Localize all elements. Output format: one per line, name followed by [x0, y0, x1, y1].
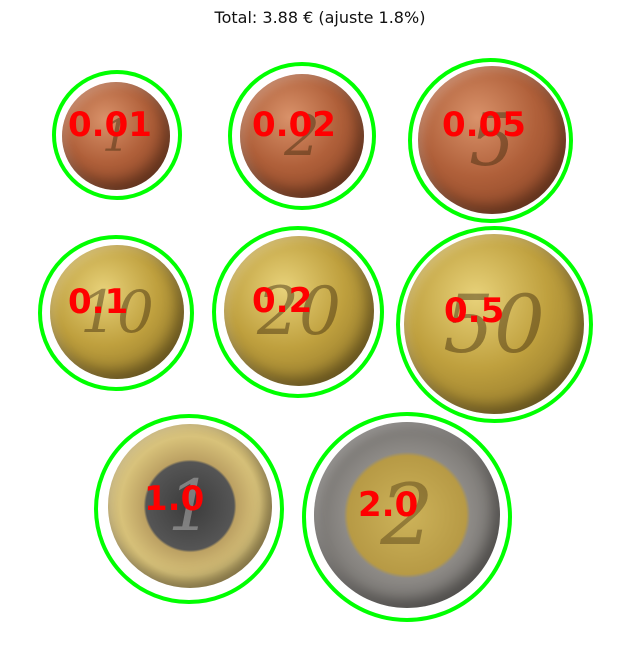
coin-value-label: 0.01	[68, 105, 152, 145]
coin-1-0: 1 1.0	[94, 414, 284, 604]
coin-0-01: 1 0.01	[52, 70, 182, 200]
detection-ring	[38, 235, 194, 391]
coin-0-02: 2 0.02	[228, 62, 376, 210]
coin-value-label: 1.0	[144, 479, 205, 519]
coin-0-5: 50 0.5	[396, 226, 593, 423]
coin-value-label: 0.5	[444, 291, 505, 331]
coin-value-label: 2.0	[358, 485, 419, 525]
coin-0-2: 20 0.2	[212, 226, 384, 398]
detection-ring	[228, 62, 376, 210]
detection-ring	[94, 414, 284, 604]
coin-value-label: 0.1	[68, 282, 129, 322]
coin-2-0: 2 2.0	[302, 412, 512, 622]
coin-value-label: 0.05	[442, 105, 526, 145]
coin-value-label: 0.02	[252, 105, 336, 145]
detection-ring	[212, 226, 384, 398]
coin-0-05: 5 0.05	[408, 58, 573, 223]
coin-0-1: 10 0.1	[38, 235, 194, 391]
result-title: Total: 3.88 € (ajuste 1.8%)	[214, 8, 426, 27]
detection-ring	[52, 70, 182, 200]
detection-ring	[396, 226, 593, 423]
detection-ring	[302, 412, 512, 622]
detection-ring	[408, 58, 573, 223]
coin-value-label: 0.2	[252, 281, 313, 321]
